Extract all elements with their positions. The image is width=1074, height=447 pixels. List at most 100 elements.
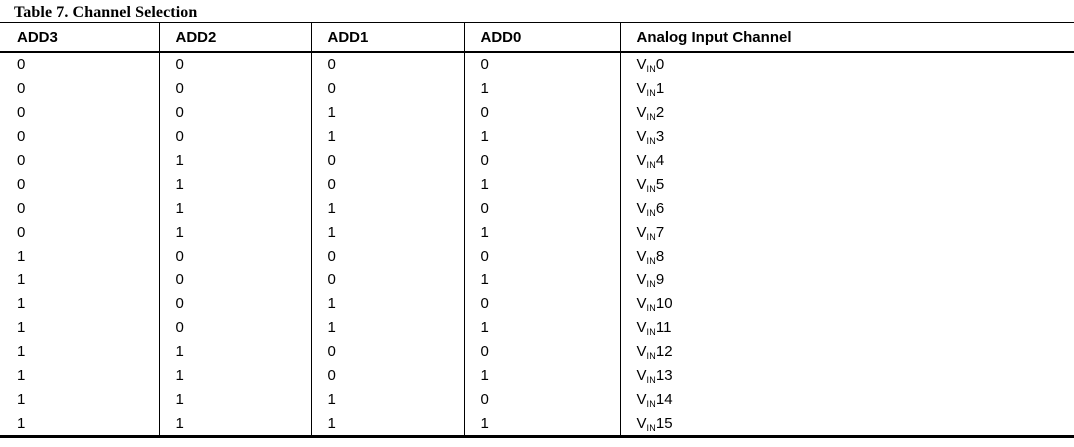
table-row: 1 0 1 1 VIN11 (0, 315, 1074, 340)
channel-subscript: IN (646, 303, 656, 314)
channel-subscript: IN (646, 398, 656, 409)
table-row: 1 1 0 1 VIN13 (0, 363, 1074, 388)
channel-subscript: IN (646, 160, 656, 170)
header-row: ADD3 ADD2 ADD1 ADD0 Analog Input Channel (0, 22, 1074, 53)
table-title: Table 7. Channel Selection (14, 4, 198, 21)
cell-add3: 1 (0, 339, 160, 364)
cell-add3: 1 (0, 268, 160, 292)
cell-add0: 0 (464, 244, 621, 269)
cell-add3: 1 (0, 291, 160, 316)
table-row: 1 1 1 0 VIN14 (0, 387, 1074, 412)
channel-label: VIN14 (636, 390, 673, 409)
channel-label: VIN10 (636, 295, 673, 314)
cell-add2: 1 (159, 148, 312, 173)
channel-prefix: V (636, 295, 647, 313)
channel-subscript: IN (646, 375, 656, 386)
cell-add3: 0 (0, 148, 160, 173)
channel-label: VIN9 (637, 271, 665, 290)
table-row: 0 0 0 1 VIN1 (0, 76, 1074, 101)
cell-add0: 0 (464, 100, 621, 125)
cell-channel: VIN10 (620, 292, 1074, 316)
channel-label: VIN1 (637, 80, 665, 99)
channel-subscript: IN (646, 279, 656, 290)
table-row: 0 1 1 0 VIN6 (0, 196, 1074, 221)
cell-add1: 0 (311, 148, 465, 173)
cell-channel: VIN15 (620, 411, 1074, 436)
cell-channel: VIN4 (620, 149, 1074, 173)
cell-add1: 1 (311, 291, 465, 316)
channel-number: 5 (655, 175, 665, 193)
cell-channel: VIN8 (620, 244, 1074, 268)
cell-add3: 1 (0, 387, 160, 412)
cell-add3: 0 (0, 172, 160, 197)
channel-prefix: V (636, 128, 647, 146)
channel-subscript: IN (646, 327, 656, 338)
column-header-add0: ADD0 (464, 22, 621, 53)
channel-subscript: IN (646, 136, 656, 147)
channel-label: VIN4 (637, 152, 665, 170)
channel-subscript: IN (646, 207, 656, 218)
cell-add0: 1 (464, 76, 621, 101)
cell-add1: 1 (311, 220, 465, 245)
channel-number: 11 (655, 319, 672, 337)
cell-channel: VIN13 (620, 364, 1074, 388)
channel-number: 4 (655, 152, 665, 169)
channel-subscript: IN (646, 183, 656, 194)
channel-number: 12 (655, 343, 673, 361)
channel-label: VIN8 (637, 248, 665, 266)
cell-channel: VIN0 (620, 52, 1074, 77)
cell-channel: VIN7 (620, 220, 1074, 244)
cell-add0: 0 (464, 387, 621, 412)
channel-number: 1 (655, 80, 665, 98)
cell-channel: VIN1 (620, 77, 1074, 101)
channel-number: 14 (655, 390, 673, 408)
channel-subscript: IN (646, 112, 656, 123)
cell-add2: 1 (159, 387, 312, 412)
cell-add1: 1 (311, 411, 465, 437)
channel-subscript: IN (646, 88, 656, 99)
channel-prefix: V (636, 104, 647, 122)
cell-add0: 1 (464, 411, 621, 437)
channel-prefix: V (636, 223, 647, 241)
channel-label: VIN13 (637, 367, 673, 386)
cell-add1: 0 (311, 363, 465, 388)
table-row: 1 0 0 0 VIN8 (0, 244, 1074, 269)
channel-label: VIN3 (636, 128, 665, 147)
cell-add0: 1 (464, 124, 621, 149)
cell-channel: VIN2 (620, 101, 1074, 125)
channel-number: 2 (655, 104, 665, 122)
cell-add2: 0 (159, 124, 312, 149)
channel-prefix: V (636, 319, 647, 337)
table-row: 0 1 0 1 VIN5 (0, 172, 1074, 197)
channel-subscript: IN (646, 351, 656, 362)
channel-subscript: IN (646, 422, 656, 433)
table-body: 0 0 0 0 VIN0 0 0 0 1 VIN1 0 0 1 0 VIN2 0… (0, 52, 1074, 437)
cell-add3: 0 (0, 220, 160, 245)
cell-add1: 1 (311, 196, 465, 221)
table-row: 1 1 0 0 VIN12 (0, 339, 1074, 364)
channel-number: 10 (655, 295, 673, 313)
table-row: 0 0 1 1 VIN3 (0, 124, 1074, 149)
table-row: 1 1 1 1 VIN15 (0, 411, 1074, 437)
cell-add3: 1 (0, 244, 160, 269)
channel-label: VIN5 (636, 175, 665, 194)
channel-prefix: V (636, 175, 647, 193)
table-row: 0 0 1 0 VIN2 (0, 100, 1074, 125)
cell-add0: 1 (464, 315, 621, 340)
channel-number: 3 (655, 128, 665, 146)
channel-selection-table: ADD3 ADD2 ADD1 ADD0 Analog Input Channel… (0, 22, 1074, 439)
cell-add2: 0 (159, 315, 312, 340)
channel-prefix: V (636, 414, 647, 432)
channel-prefix: V (636, 390, 647, 408)
column-header-add2: ADD2 (159, 22, 312, 53)
cell-add2: 0 (159, 244, 312, 269)
cell-add1: 0 (311, 52, 465, 77)
cell-add1: 1 (311, 387, 465, 412)
channel-label: VIN6 (637, 200, 665, 218)
channel-number: 0 (655, 56, 665, 74)
cell-add1: 0 (311, 244, 465, 269)
cell-add0: 1 (464, 220, 621, 245)
cell-channel: VIN12 (620, 340, 1074, 364)
cell-channel: VIN9 (620, 268, 1074, 292)
